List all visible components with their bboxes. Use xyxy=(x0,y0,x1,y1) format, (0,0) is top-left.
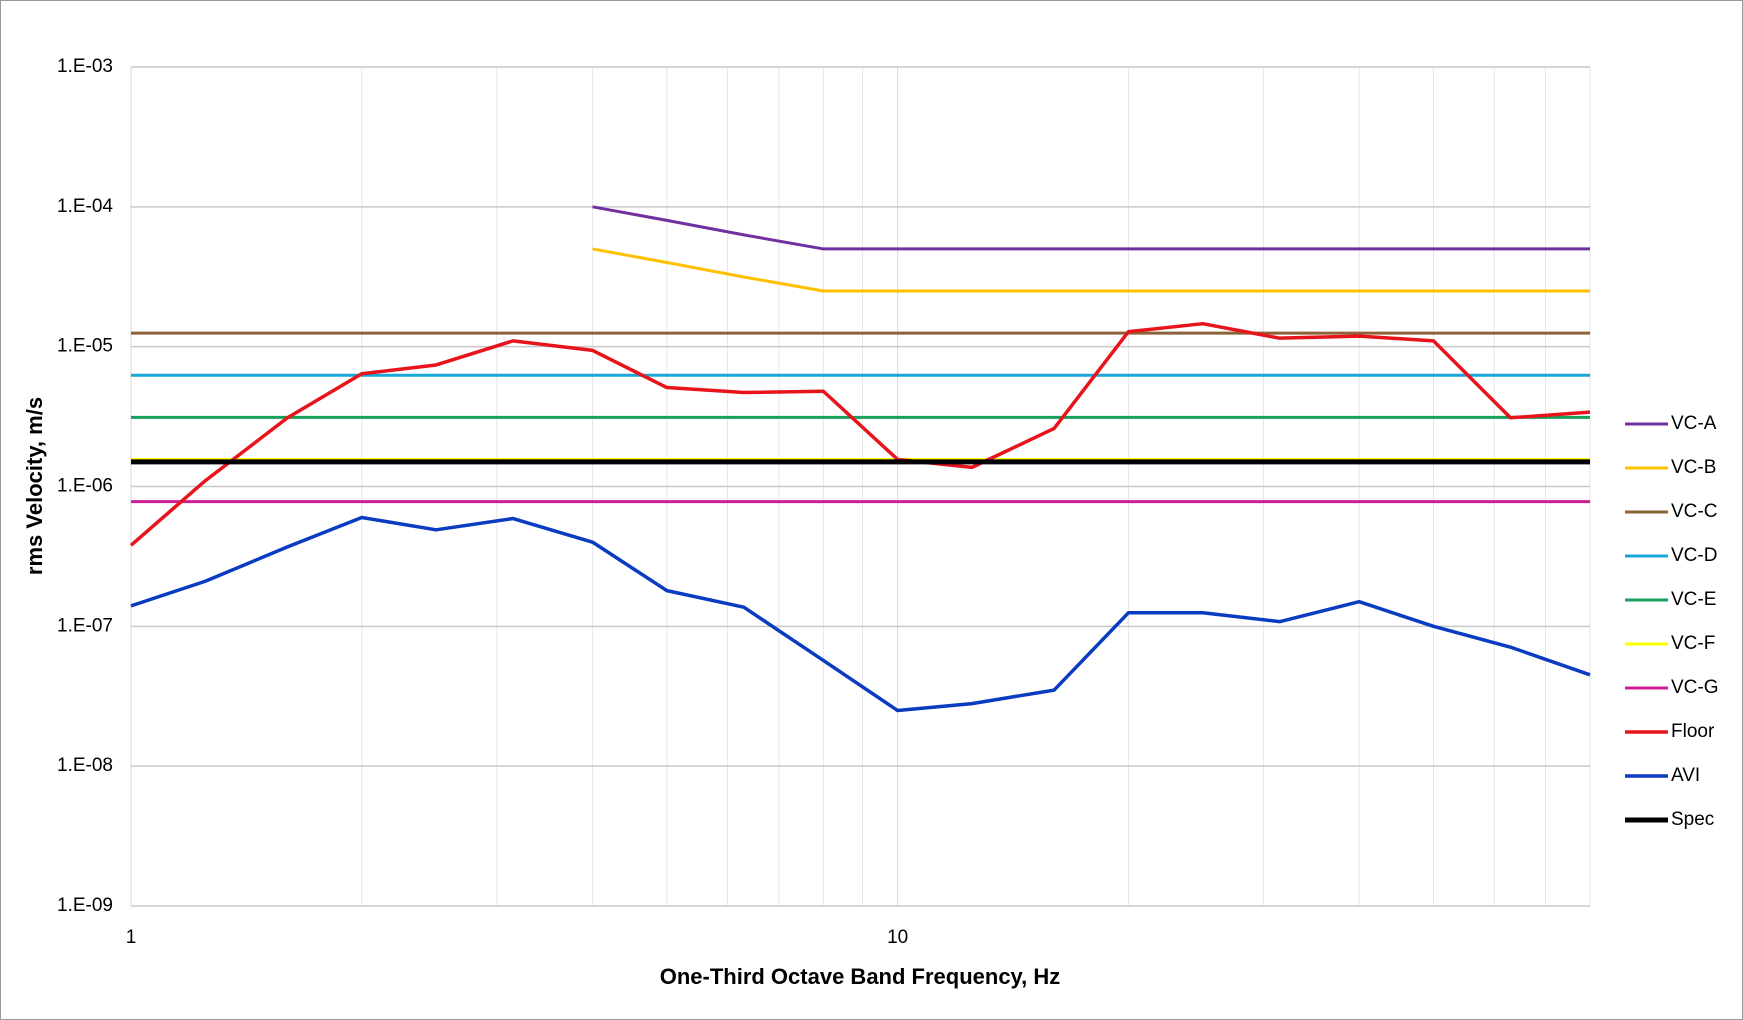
y-tick-label: 1.E-09 xyxy=(57,895,113,916)
legend-label: VC-G xyxy=(1671,677,1719,698)
legend-label: VC-E xyxy=(1671,589,1716,610)
series-line xyxy=(129,321,1591,547)
legend-label: VC-C xyxy=(1671,501,1717,522)
legend-label: AVI xyxy=(1671,765,1700,786)
series-line xyxy=(592,247,1590,293)
legend-label: Floor xyxy=(1671,721,1715,742)
y-axis-label: rms Velocity, m/s xyxy=(22,397,47,575)
legend-label: VC-D xyxy=(1671,545,1717,566)
y-tick-label: 1.E-07 xyxy=(57,615,113,636)
legend-label: VC-F xyxy=(1671,633,1715,654)
y-tick-label: 1.E-03 xyxy=(57,56,113,77)
legend-label: Spec xyxy=(1671,809,1714,830)
y-tick-label: 1.E-08 xyxy=(57,755,113,776)
x-tick-label: 10 xyxy=(887,927,908,948)
legend-label: VC-A xyxy=(1671,413,1717,434)
legend-label: VC-B xyxy=(1671,457,1716,478)
y-tick-label: 1.E-06 xyxy=(57,476,113,497)
y-tick-label: 1.E-05 xyxy=(57,336,113,357)
y-tick-label: 1.E-04 xyxy=(57,196,113,217)
x-axis-label: One-Third Octave Band Frequency, Hz xyxy=(660,964,1061,989)
series-line xyxy=(130,515,1591,713)
x-tick-label: 1 xyxy=(126,927,137,948)
series-line xyxy=(592,205,1590,251)
